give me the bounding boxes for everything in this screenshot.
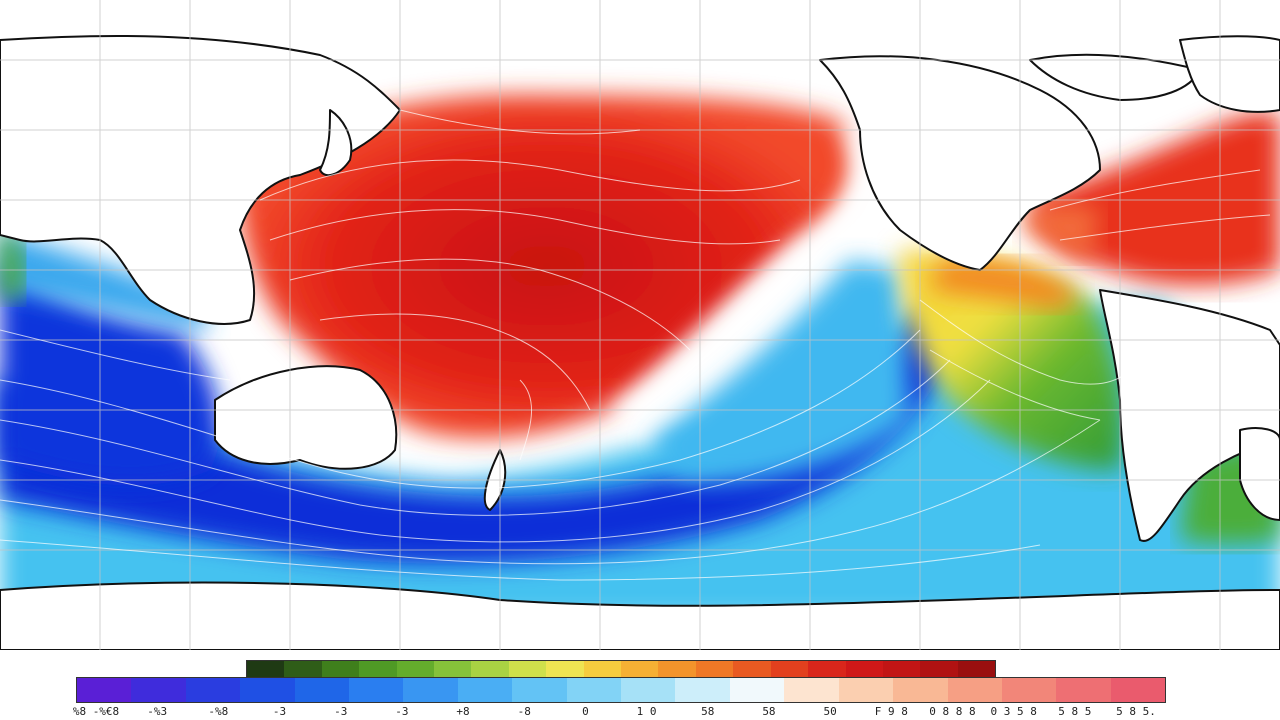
legend-tick-label: %8 -%€8 — [72, 705, 120, 718]
legend-bottom-swatch — [893, 678, 948, 702]
legend-tick-label: -%3 — [147, 705, 168, 718]
west-indian-green — [0, 230, 24, 300]
legend-tick-label: 58 — [762, 705, 776, 718]
legend-tick-label: 0 8 8 8 — [929, 705, 976, 718]
antarctica-landmass — [0, 581, 1280, 650]
legend-bottom-swatch — [1110, 678, 1166, 702]
legend-tick-label: F 9 8 — [874, 705, 908, 718]
legend-bottom-swatch — [349, 678, 404, 702]
legend-tick-label: 0 3 5 8 — [990, 705, 1037, 718]
legend-tick-label: 0 — [582, 705, 589, 718]
legend-bottom-swatch — [784, 678, 839, 702]
legend-tick-label: -8 — [517, 705, 531, 718]
legend-tick-label: -%8 — [208, 705, 229, 718]
legend-bottom-swatch — [403, 678, 458, 702]
europe-landmass — [1179, 35, 1280, 113]
legend-bottom-swatch — [729, 678, 785, 702]
south-america-landmass — [1099, 289, 1280, 542]
legend-tick-label: -3 — [334, 705, 348, 718]
legend-tick-label: 58 — [701, 705, 715, 718]
legend-tick-label: 5 8 5 — [1058, 705, 1092, 718]
color-legend: %8 -%€8 -%3 -%8 -3 -3 -3 +8 -8 0 1 0 58 58 50 F 9 8 0 … — [0, 650, 1280, 720]
legend-bottom-swatch — [566, 678, 622, 702]
landmasses — [0, 34, 1280, 650]
legend-bottom-swatch — [240, 678, 295, 702]
indian-ocean-cold-anomaly — [0, 260, 220, 486]
legend-bottom-swatch — [185, 678, 241, 702]
legend-bottom-swatch — [838, 678, 894, 702]
legend-bottom-swatch — [1056, 678, 1111, 702]
legend-bar-bottom — [76, 677, 1166, 703]
southern-ocean-cold-anomaly — [0, 300, 960, 564]
legend-bottom-swatch — [294, 678, 350, 702]
greenland — [1029, 53, 1201, 101]
legend-tick-label: 50 — [823, 705, 837, 718]
legend-tick-label: -3 — [272, 705, 287, 718]
eastern-pacific-cyan — [650, 260, 910, 482]
gridlines — [0, 0, 1280, 650]
north-america-landmass — [819, 55, 1101, 271]
australia-landmass — [214, 365, 398, 470]
legend-tick-label: 5 8 5. — [1116, 705, 1156, 718]
legend-bottom-swatch — [1001, 678, 1057, 702]
legend-tick-labels: %8 -%€8 -%3 -%8 -3 -3 -3 +8 -8 0 1 0 58 58 50 F 9 8 0 … — [72, 705, 1166, 719]
neutral-band — [610, 120, 900, 440]
legend-bottom-swatch — [947, 678, 1002, 702]
legend-bottom-swatch — [621, 678, 676, 702]
anomaly-map — [0, 0, 1280, 650]
legend-bottom-swatch — [512, 678, 567, 702]
legend-tick-label: +8 — [456, 705, 470, 718]
streamlines — [0, 109, 1271, 581]
legend-bottom-swatch — [457, 678, 513, 702]
legend-tick-label: -3 — [395, 705, 409, 718]
north-atlantic-light — [1020, 203, 1100, 260]
legend-bottom-swatch — [131, 678, 186, 702]
legend-tick-label: 1 0 — [636, 705, 657, 718]
legend-bottom-swatch — [675, 678, 730, 702]
eastern-pacific-orange — [930, 258, 1080, 310]
legend-bottom-swatch — [77, 678, 132, 702]
